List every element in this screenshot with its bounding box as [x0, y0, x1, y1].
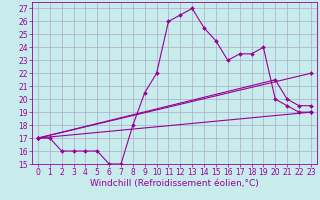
X-axis label: Windchill (Refroidissement éolien,°C): Windchill (Refroidissement éolien,°C): [90, 179, 259, 188]
